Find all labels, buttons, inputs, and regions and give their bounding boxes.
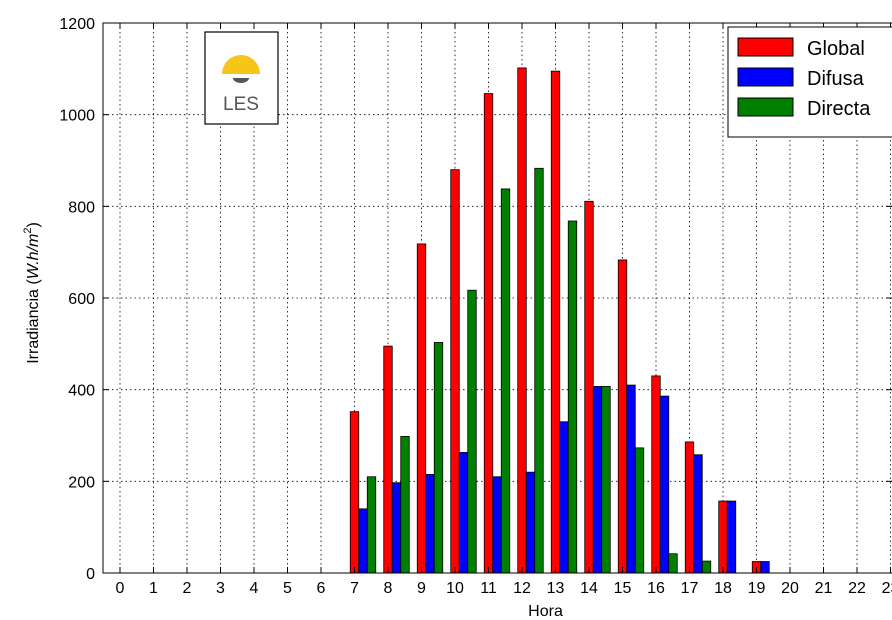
x-tick-label: 15 xyxy=(614,580,632,597)
bar-difusa-19 xyxy=(760,561,770,574)
x-tick-label: 20 xyxy=(781,580,799,597)
x-tick-label: 6 xyxy=(317,580,326,597)
bar-directa-12 xyxy=(534,167,544,574)
bar-global-11 xyxy=(483,93,494,574)
bar-global-17 xyxy=(684,441,695,574)
bar-directa-17 xyxy=(701,560,712,574)
les-logo: LES xyxy=(204,31,279,125)
legend: Global Difusa Directa xyxy=(727,26,892,138)
y-tick-labels: 0 200 400 600 800 1000 1200 xyxy=(59,16,95,583)
bar-difusa-17 xyxy=(693,454,703,574)
bar-global-15 xyxy=(617,259,628,574)
bar-directa-8 xyxy=(400,436,410,574)
y-axis-label-exponent: 2 xyxy=(22,228,34,234)
x-tick-label: 10 xyxy=(446,580,464,597)
legend-swatch-difusa xyxy=(737,67,794,87)
bar-difusa-10 xyxy=(458,452,469,574)
legend-swatch-global xyxy=(737,37,794,57)
bar-difusa-11 xyxy=(492,476,502,574)
bar-global-9 xyxy=(416,243,427,574)
x-tick-label: 1 xyxy=(149,580,158,597)
bar-difusa-7 xyxy=(358,508,368,574)
legend-label-difusa: Difusa xyxy=(807,68,865,90)
x-tick-label: 8 xyxy=(384,580,393,597)
x-tick-label: 16 xyxy=(647,580,665,597)
x-tick-label: 13 xyxy=(547,580,565,597)
bar-difusa-18 xyxy=(726,500,737,574)
bar-difusa-14 xyxy=(592,386,603,574)
logo-text: LES xyxy=(223,94,259,115)
legend-label-directa: Directa xyxy=(807,98,871,120)
legend-label-global: Global xyxy=(807,38,865,60)
x-tick-label: 3 xyxy=(216,580,225,597)
y-tick-label: 200 xyxy=(68,474,95,491)
x-tick-labels: 01234567891011121314151617181920212223 xyxy=(116,580,892,597)
bar-directa-15 xyxy=(634,447,645,574)
bar-directa-7 xyxy=(366,476,377,574)
bar-directa-13 xyxy=(567,220,578,574)
bar-directa-9 xyxy=(433,342,444,574)
legend-swatch-directa xyxy=(737,97,794,117)
x-axis-label: Hora xyxy=(528,603,563,620)
bar-global-14 xyxy=(584,200,594,574)
bar-directa-16 xyxy=(668,553,678,574)
x-tick-label: 19 xyxy=(748,580,766,597)
y-tick-label: 0 xyxy=(86,566,95,583)
y-axis-label-prefix: Irradiancia ( xyxy=(25,279,42,364)
x-tick-label: 21 xyxy=(815,580,833,597)
bar-difusa-8 xyxy=(391,482,402,574)
bar-difusa-15 xyxy=(626,384,636,574)
x-tick-label: 17 xyxy=(681,580,699,597)
x-tick-label: 12 xyxy=(513,580,531,597)
y-tick-label: 800 xyxy=(68,199,95,216)
x-tick-label: 4 xyxy=(250,580,259,597)
bar-global-10 xyxy=(450,169,460,574)
bar-global-12 xyxy=(517,67,527,574)
sun-icon xyxy=(222,55,260,83)
x-tick-label: 23 xyxy=(882,580,892,597)
bar-directa-10 xyxy=(467,289,477,574)
bars-group xyxy=(349,67,770,574)
y-tick-label: 1200 xyxy=(59,16,95,33)
bar-global-13 xyxy=(550,70,561,574)
bar-difusa-9 xyxy=(425,474,435,574)
y-axis-label-suffix: ) xyxy=(25,222,42,227)
bar-difusa-13 xyxy=(559,421,569,574)
x-tick-label: 5 xyxy=(283,580,292,597)
x-tick-label: 22 xyxy=(848,580,866,597)
x-tick-label: 2 xyxy=(183,580,192,597)
bar-global-16 xyxy=(651,375,661,574)
bar-directa-14 xyxy=(601,386,611,574)
y-axis-label: Irradiancia (W.h/m2) xyxy=(22,222,42,364)
x-tick-label: 9 xyxy=(417,580,426,597)
bar-difusa-16 xyxy=(659,395,670,574)
bar-global-8 xyxy=(383,345,393,574)
bar-global-7 xyxy=(349,411,360,574)
y-tick-label: 1000 xyxy=(59,108,95,125)
y-tick-label: 400 xyxy=(68,383,95,400)
axis-ticks xyxy=(103,22,892,574)
bar-directa-11 xyxy=(500,188,511,574)
bar-difusa-12 xyxy=(525,471,536,574)
x-tick-label: 11 xyxy=(480,580,497,597)
y-tick-label: 600 xyxy=(68,291,95,308)
x-tick-label: 14 xyxy=(580,580,598,597)
bar-global-18 xyxy=(718,500,728,574)
x-tick-label: 0 xyxy=(116,580,125,597)
y-axis-label-unit: W.h/m xyxy=(25,234,42,280)
x-tick-label: 18 xyxy=(714,580,732,597)
x-tick-label: 7 xyxy=(350,580,359,597)
